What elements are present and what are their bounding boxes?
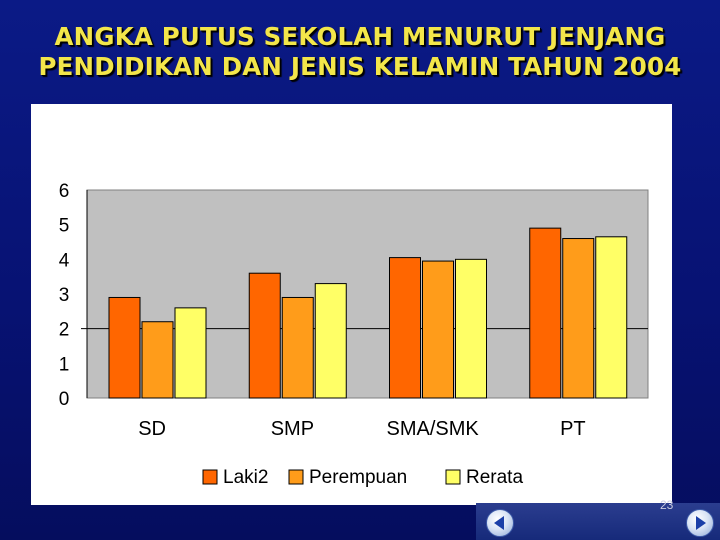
legend-swatch-laki2 [202,469,218,485]
chart-panel: 0 1 2 3 4 5 6 SD SMP SMA/SMK PT Laki2 Perempuan Rerat… [31,104,672,505]
legend-swatch-perempuan [288,469,304,485]
bar-perempuan-sd [141,321,174,399]
bar-laki2-sma-smk [389,257,421,399]
bar-rerata-sma-smk [455,258,487,399]
legend-label-rerata: Rerata [466,467,523,488]
bar-rerata-pt [595,236,628,399]
next-slide-button[interactable] [686,509,714,537]
slide-title-line-2: PENDIDIKAN DAN JENIS KELAMIN TAHUN 2004 [38,52,682,81]
slide-title: ANGKA PUTUS SEKOLAH MENURUT JENJANG PEND… [0,22,720,82]
y-tick-label: 4 [59,250,70,271]
y-tick-label: 3 [59,285,70,306]
y-tick-label: 5 [59,216,70,237]
bar-perempuan-smp [281,296,314,399]
legend-label-perempuan: Perempuan [309,467,407,488]
bar-laki2-smp [248,272,281,399]
y-tick-label: 2 [59,320,70,341]
x-tick-label: PT [560,418,586,440]
legend-swatch-rerata [445,469,461,485]
y-tick-label: 0 [59,389,70,410]
slide-title-line-1: ANGKA PUTUS SEKOLAH MENURUT JENJANG [54,22,666,51]
bar-rerata-smp [314,283,347,399]
y-tick-label: 6 [59,181,70,202]
bar-laki2-sd [108,296,141,399]
bar-perempuan-pt [562,238,595,399]
previous-slide-button[interactable] [486,509,514,537]
x-tick-label: SD [138,418,166,440]
y-tick-label: 1 [59,354,70,375]
next-arrow-icon [696,516,706,530]
x-tick-label: SMA/SMK [387,418,480,440]
bar-perempuan-sma-smk [422,260,454,399]
slide-number: 23 [660,498,674,512]
legend-label-laki2: Laki2 [223,467,268,488]
prev-arrow-icon [494,516,504,530]
bar-rerata-sd [174,307,207,399]
x-tick-label: SMP [271,418,314,440]
navigation-bar [476,503,720,540]
bar-laki2-pt [529,227,562,399]
bar-chart: 0 1 2 3 4 5 6 SD SMP SMA/SMK PT Laki2 Perempuan Rerat… [59,181,649,488]
